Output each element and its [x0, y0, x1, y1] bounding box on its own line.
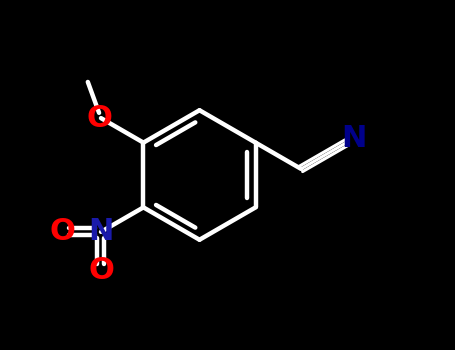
- Text: O: O: [88, 256, 114, 285]
- Text: O: O: [50, 217, 76, 246]
- Text: O: O: [86, 104, 112, 133]
- Text: N: N: [88, 217, 114, 246]
- Text: N: N: [341, 124, 367, 153]
